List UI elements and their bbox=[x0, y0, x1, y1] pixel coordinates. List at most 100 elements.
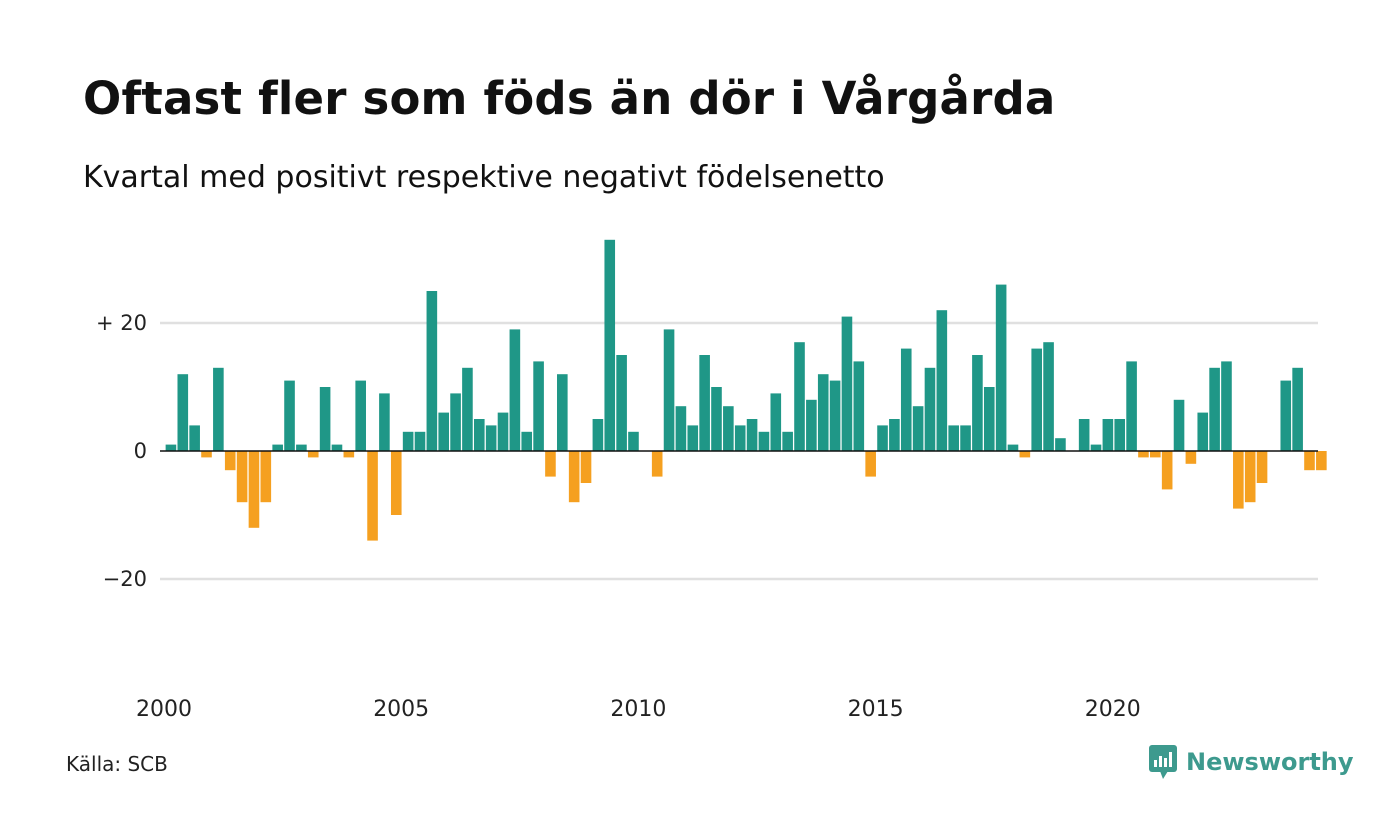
bars bbox=[165, 239, 1327, 541]
bar-positive bbox=[628, 431, 639, 451]
bar-positive bbox=[794, 342, 805, 451]
source-note: Källa: SCB bbox=[66, 752, 168, 776]
bar-negative bbox=[201, 451, 212, 458]
bar-positive bbox=[900, 348, 912, 451]
bar-positive bbox=[165, 444, 177, 451]
bar-positive bbox=[782, 431, 793, 451]
bar-positive bbox=[426, 291, 438, 451]
bar-negative bbox=[1161, 451, 1173, 490]
x-tick-label: 2010 bbox=[610, 697, 666, 722]
page-subtitle: Kvartal med positivt respektive negativt… bbox=[83, 160, 885, 195]
bar-negative bbox=[1304, 451, 1315, 471]
bar-positive bbox=[355, 380, 366, 451]
bar-positive bbox=[497, 412, 509, 451]
x-tick-label: 2020 bbox=[1085, 697, 1141, 722]
bar-positive bbox=[675, 406, 687, 451]
bar-positive bbox=[438, 412, 450, 451]
bar-positive bbox=[462, 367, 473, 451]
bar-negative bbox=[1019, 451, 1031, 458]
bar-positive bbox=[972, 355, 983, 451]
bar-positive bbox=[758, 431, 770, 451]
bar-positive bbox=[841, 316, 853, 451]
bar-negative bbox=[1316, 451, 1327, 471]
y-axis-ticks: + 20 0 −20 bbox=[96, 311, 147, 591]
bar-positive bbox=[1197, 412, 1209, 451]
bar-positive bbox=[817, 374, 829, 451]
bar-positive bbox=[604, 239, 616, 451]
bar-positive bbox=[936, 310, 948, 451]
bar-negative bbox=[1244, 451, 1256, 503]
bar-positive bbox=[1114, 419, 1126, 451]
y-tick-label: −20 bbox=[103, 567, 147, 591]
bar-positive bbox=[829, 380, 841, 451]
bar-positive bbox=[723, 406, 734, 451]
bar-negative bbox=[1138, 451, 1149, 458]
bar-positive bbox=[1078, 419, 1090, 451]
bar-positive bbox=[1055, 438, 1066, 451]
chart-speech-bubble-icon bbox=[1149, 745, 1177, 779]
bar-positive bbox=[663, 329, 675, 451]
bar-negative bbox=[865, 451, 876, 477]
bar-positive bbox=[734, 425, 746, 451]
bar-positive bbox=[473, 419, 485, 451]
bar-negative bbox=[236, 451, 248, 503]
bar-negative bbox=[367, 451, 378, 541]
y-tick-label: 0 bbox=[134, 439, 147, 463]
bar-positive bbox=[509, 329, 521, 451]
gridlines bbox=[160, 321, 1318, 581]
bar-positive bbox=[177, 374, 189, 451]
bar-negative bbox=[390, 451, 402, 515]
bar-positive bbox=[1007, 444, 1019, 451]
x-axis-ticks: 2000 2005 2010 2015 2020 bbox=[136, 697, 1141, 722]
bar-positive bbox=[296, 444, 307, 451]
bar-negative bbox=[1233, 451, 1244, 509]
bar-positive bbox=[616, 355, 627, 451]
bar-positive bbox=[995, 284, 1007, 451]
bar-positive bbox=[983, 387, 995, 451]
bar-positive bbox=[319, 387, 331, 451]
x-tick-label: 2000 bbox=[136, 697, 192, 722]
bar-positive bbox=[746, 419, 758, 451]
bar-negative bbox=[343, 451, 355, 458]
bar-negative bbox=[1185, 451, 1197, 464]
bar-positive bbox=[1280, 380, 1292, 451]
bar-negative bbox=[1256, 451, 1268, 483]
bar-positive bbox=[213, 367, 224, 451]
bar-positive bbox=[379, 393, 390, 451]
bar-negative bbox=[580, 451, 592, 483]
bar-positive bbox=[557, 374, 568, 451]
bar-negative bbox=[568, 451, 580, 503]
bar-positive bbox=[189, 425, 200, 451]
bar-positive bbox=[533, 361, 544, 451]
brand-name: Newsworthy bbox=[1186, 748, 1354, 776]
bar-positive bbox=[960, 425, 971, 451]
bar-negative bbox=[224, 451, 236, 471]
bar-positive bbox=[284, 380, 295, 451]
brand-logo[interactable]: Newsworthy bbox=[1148, 744, 1354, 780]
bar-positive bbox=[699, 355, 710, 451]
bar-positive bbox=[924, 367, 936, 451]
bar-negative bbox=[545, 451, 556, 477]
bar-positive bbox=[402, 431, 414, 451]
bar-positive bbox=[853, 361, 865, 451]
bar-positive bbox=[1102, 419, 1114, 451]
bar-positive bbox=[1043, 342, 1054, 451]
bar-positive bbox=[889, 419, 900, 451]
bar-negative bbox=[260, 451, 272, 503]
bar-positive bbox=[1292, 367, 1303, 451]
bar-negative bbox=[1150, 451, 1161, 458]
x-tick-label: 2005 bbox=[373, 697, 429, 722]
bar-positive bbox=[1221, 361, 1232, 451]
y-tick-label: + 20 bbox=[96, 311, 147, 335]
bar-positive bbox=[711, 387, 722, 451]
bar-positive bbox=[1031, 348, 1043, 451]
bar-positive bbox=[1126, 361, 1137, 451]
bar-positive bbox=[877, 425, 888, 451]
bar-negative bbox=[248, 451, 260, 528]
bar-positive bbox=[687, 425, 699, 451]
page-title: Oftast fler som föds än dör i Vårgårda bbox=[83, 72, 1056, 125]
bar-negative bbox=[651, 451, 663, 477]
bar-negative bbox=[307, 451, 319, 458]
bar-positive bbox=[450, 393, 461, 451]
bar-positive bbox=[770, 393, 782, 451]
